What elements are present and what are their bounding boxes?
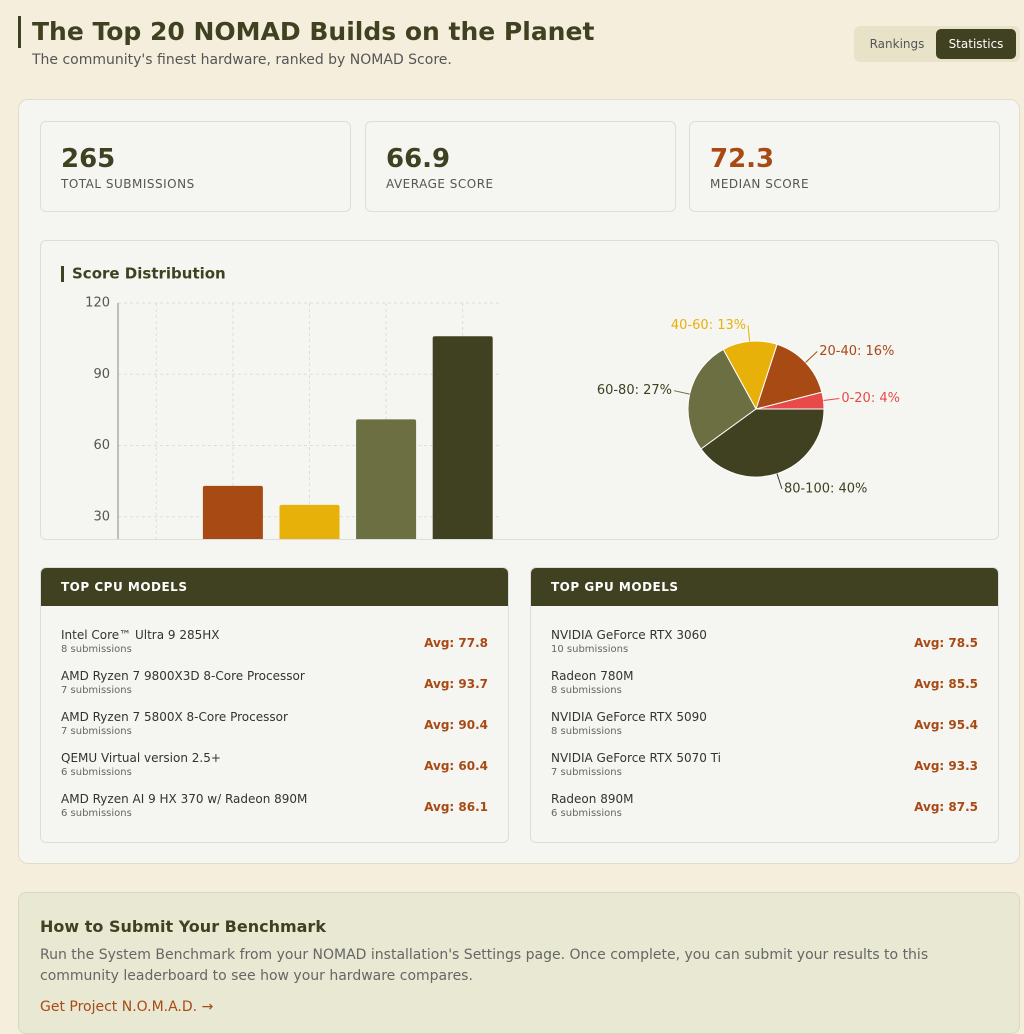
avg-score: Avg: 93.3 xyxy=(914,759,978,773)
subtitle: The community's finest hardware, ranked … xyxy=(32,52,452,68)
model-row: AMD Ryzen 7 5800X 8-Core Processor 7 subm… xyxy=(61,710,488,751)
model-name: Intel Core™ Ultra 9 285HX xyxy=(61,628,220,642)
pie-label: 80-100: 40% xyxy=(784,481,867,496)
avg-score: Avg: 93.7 xyxy=(424,677,488,691)
stat-label: TOTAL SUBMISSIONS xyxy=(61,177,195,191)
accent xyxy=(61,266,64,282)
model-row: QEMU Virtual version 2.5+ 6 submissions Av… xyxy=(61,751,488,792)
stats-panel: 265 TOTAL SUBMISSIONS 66.9 AVERAGE SCORE 7… xyxy=(18,99,1020,864)
bar xyxy=(279,504,340,588)
tab-bar: Rankings Statistics xyxy=(854,26,1020,62)
avg-score: Avg: 78.5 xyxy=(914,636,978,650)
page: The Top 20 NOMAD Builds on the Planet Th… xyxy=(18,16,1020,1034)
avg-score: Avg: 86.1 xyxy=(424,800,488,814)
model-name: Radeon 780M xyxy=(551,669,634,683)
stat-label: MEDIAN SCORE xyxy=(710,177,810,191)
bar xyxy=(202,485,263,588)
stat-value: 72.3 xyxy=(710,144,775,174)
model-row: AMD Ryzen AI 9 HX 370 w/ Radeon 890M 6 su… xyxy=(61,792,488,833)
avg-score: Avg: 90.4 xyxy=(424,718,488,732)
pie-label: 60-80: 27% xyxy=(597,383,672,398)
submission-count: 6 submissions xyxy=(61,808,132,819)
model-row: NVIDIA GeForce RTX 3060 10 submissions Avg… xyxy=(551,628,978,669)
model-row: AMD Ryzen 7 9800X3D 8-Core Processor 7 su… xyxy=(61,669,488,710)
submission-count: 6 submissions xyxy=(61,767,132,778)
pie-label: 20-40: 16% xyxy=(819,344,894,359)
model-name: AMD Ryzen AI 9 HX 370 w/ Radeon 890M xyxy=(61,792,308,806)
chart-title: Score Distribution xyxy=(72,265,226,283)
section-title: How to Submit Your Benchmark xyxy=(40,917,326,936)
submission-count: 8 submissions xyxy=(551,726,622,737)
model-name: QEMU Virtual version 2.5+ xyxy=(61,751,221,765)
section-text: Run the System Benchmark from your NOMAD… xyxy=(40,947,929,984)
submission-count: 10 submissions xyxy=(551,644,629,655)
table-title: TOP CPU MODELS xyxy=(41,568,508,606)
submission-count: 8 submissions xyxy=(551,685,622,696)
gpu-table: TOP GPU MODELS NVIDIA GeForce RTX 3060 10 … xyxy=(530,567,999,843)
y-tick-label: 120 xyxy=(85,296,110,311)
y-tick-label: 30 xyxy=(93,509,110,524)
avg-score: Avg: 60.4 xyxy=(424,759,488,773)
submission-count: 7 submissions xyxy=(61,726,132,737)
pie-slice xyxy=(722,340,778,411)
chart-card: Score Distribution 03060901200-2020-4040… xyxy=(40,240,999,608)
pie-slice xyxy=(687,348,757,450)
model-name: NVIDIA GeForce RTX 5070 Ti xyxy=(551,751,721,765)
model-name: Radeon 890M xyxy=(551,792,634,806)
model-name: NVIDIA GeForce RTX 3060 xyxy=(551,628,707,642)
model-name: AMD Ryzen 7 9800X3D 8-Core Processor xyxy=(61,669,305,683)
stat-label: AVERAGE SCORE xyxy=(386,177,494,191)
model-name: AMD Ryzen 7 5800X 8-Core Processor xyxy=(61,710,288,724)
leader-line xyxy=(823,397,840,401)
stat-card: 265 TOTAL SUBMISSIONS xyxy=(40,121,351,212)
table-title: TOP GPU MODELS xyxy=(531,568,998,606)
submit-section: How to Submit Your Benchmark Run the Sys… xyxy=(18,892,1020,1034)
submission-count: 8 submissions xyxy=(61,644,132,655)
page-title: The Top 20 NOMAD Builds on the Planet xyxy=(18,16,594,48)
avg-score: Avg: 85.5 xyxy=(914,677,978,691)
submission-count: 7 submissions xyxy=(61,685,132,696)
link[interactable]: Get Project N.O.M.A.D. → xyxy=(40,999,214,1015)
y-tick-label: 60 xyxy=(93,438,110,453)
bar xyxy=(356,419,417,588)
stat-value: 66.9 xyxy=(386,144,451,174)
pie-slice xyxy=(700,408,825,478)
leader-line xyxy=(776,473,783,490)
leader-line xyxy=(805,351,818,363)
model-row: Radeon 890M 6 submissions Avg: 87.5 xyxy=(551,792,978,833)
pie-label: 40-60: 13% xyxy=(671,318,746,333)
tab-active[interactable]: Statistics xyxy=(936,29,1016,59)
submission-count: 6 submissions xyxy=(551,808,622,819)
model-name: NVIDIA GeForce RTX 5090 xyxy=(551,710,707,724)
tab[interactable]: Rankings xyxy=(869,37,925,51)
model-row: Radeon 780M 8 submissions Avg: 85.5 xyxy=(551,669,978,710)
pie-label: 0-20: 4% xyxy=(841,391,900,406)
leader-line xyxy=(673,390,690,395)
avg-score: Avg: 87.5 xyxy=(914,800,978,814)
leader-line xyxy=(747,325,751,342)
model-row: NVIDIA GeForce RTX 5070 Ti 7 submissions A… xyxy=(551,751,978,792)
y-tick-label: 90 xyxy=(93,367,110,382)
stat-card: 66.9 AVERAGE SCORE xyxy=(365,121,676,212)
submission-count: 7 submissions xyxy=(551,767,622,778)
stat-card: 72.3 MEDIAN SCORE xyxy=(689,121,1000,212)
cpu-table: TOP CPU MODELS Intel Core™ Ultra 9 285HX 8… xyxy=(40,567,509,843)
model-row: NVIDIA GeForce RTX 5090 8 submissions Avg:… xyxy=(551,710,978,751)
avg-score: Avg: 77.8 xyxy=(424,636,488,650)
avg-score: Avg: 95.4 xyxy=(914,718,978,732)
stat-value: 265 xyxy=(61,144,116,174)
charts: Score Distribution 03060901200-2020-4040… xyxy=(61,265,900,608)
bar xyxy=(432,336,493,588)
model-row: Intel Core™ Ultra 9 285HX 8 submissions Av… xyxy=(61,628,488,669)
